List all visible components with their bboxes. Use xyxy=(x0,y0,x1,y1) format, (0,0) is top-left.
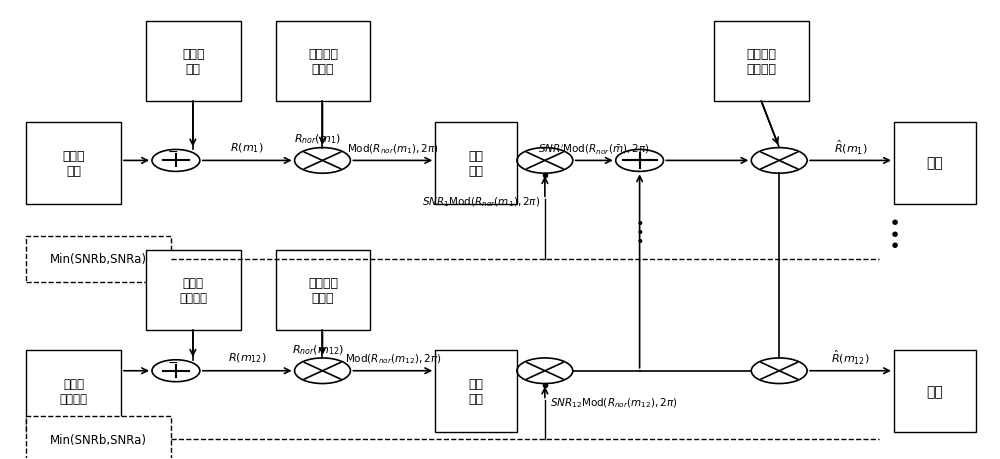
FancyBboxPatch shape xyxy=(276,250,370,330)
Text: $\bullet$: $\bullet$ xyxy=(888,234,899,252)
FancyBboxPatch shape xyxy=(435,122,517,204)
Text: −: − xyxy=(168,356,178,369)
Text: 频率归一
化因子: 频率归一 化因子 xyxy=(308,276,338,304)
Text: $SNR_{12}\mathrm{Mod}(R_{nor}(m_{12}),2\pi)$: $SNR_{12}\mathrm{Mod}(R_{nor}(m_{12}),2\… xyxy=(550,396,677,409)
Text: $\mathrm{Mod}(R_{nor}(m_1),2\pi)$: $\mathrm{Mod}(R_{nor}(m_1),2\pi)$ xyxy=(347,142,439,156)
Text: 后导字
相位: 后导字 相位 xyxy=(62,149,85,177)
Text: 频率反归
一化因子: 频率反归 一化因子 xyxy=(747,48,777,76)
FancyBboxPatch shape xyxy=(276,22,370,102)
Text: 后导字
相关相位: 后导字 相关相位 xyxy=(60,377,88,405)
Text: $\bullet$: $\bullet$ xyxy=(635,232,644,246)
FancyBboxPatch shape xyxy=(146,22,241,102)
FancyBboxPatch shape xyxy=(26,236,171,282)
Text: $\bullet$: $\bullet$ xyxy=(635,213,644,227)
FancyBboxPatch shape xyxy=(435,350,517,432)
FancyBboxPatch shape xyxy=(894,350,976,432)
Text: 前导字
相位: 前导字 相位 xyxy=(182,48,205,76)
FancyBboxPatch shape xyxy=(714,22,809,102)
Text: 象限
判断: 象限 判断 xyxy=(469,377,484,405)
Text: $\mathrm{Mod}(R_{nor}(m_{12}),2\pi)$: $\mathrm{Mod}(R_{nor}(m_{12}),2\pi)$ xyxy=(345,352,441,365)
Text: $\hat{R}(m_{12})$: $\hat{R}(m_{12})$ xyxy=(831,347,870,365)
Text: −: − xyxy=(168,146,178,159)
Text: $R(m_{12})$: $R(m_{12})$ xyxy=(228,351,266,364)
Text: 频偏: 频偏 xyxy=(926,385,943,398)
Text: $R_{nor}(m_1)$: $R_{nor}(m_1)$ xyxy=(294,133,341,146)
Text: $\bullet$: $\bullet$ xyxy=(888,222,899,241)
Text: $SNR_1\mathrm{Mod}(R_{nor}(m_1),2\pi)$: $SNR_1\mathrm{Mod}(R_{nor}(m_1),2\pi)$ xyxy=(422,195,540,209)
Text: Min(SNRb,SNRa): Min(SNRb,SNRa) xyxy=(50,252,147,266)
FancyBboxPatch shape xyxy=(894,122,976,204)
Text: $R_{nor}(m_{12})$: $R_{nor}(m_{12})$ xyxy=(292,342,343,356)
Text: $\hat{R}(m_1)$: $\hat{R}(m_1)$ xyxy=(834,138,867,156)
FancyBboxPatch shape xyxy=(146,250,241,330)
Text: $R(m_1)$: $R(m_1)$ xyxy=(230,140,264,154)
Text: Min(SNRb,SNRa): Min(SNRb,SNRa) xyxy=(50,433,147,446)
Text: $\bullet$: $\bullet$ xyxy=(635,223,644,236)
Text: 频率归一
化因子: 频率归一 化因子 xyxy=(308,48,338,76)
Text: 频偏: 频偏 xyxy=(926,157,943,170)
FancyBboxPatch shape xyxy=(26,122,121,204)
Text: 象限
判断: 象限 判断 xyxy=(469,149,484,177)
Text: $SNR'\mathrm{Mod}(R_{nor}(\bar{m}),2\pi)$: $SNR'\mathrm{Mod}(R_{nor}(\bar{m}),2\pi)… xyxy=(538,142,650,156)
FancyBboxPatch shape xyxy=(26,417,171,459)
Text: 前导字
相关相位: 前导字 相关相位 xyxy=(179,276,207,304)
Text: $\bullet$: $\bullet$ xyxy=(888,211,899,230)
FancyBboxPatch shape xyxy=(26,350,121,432)
